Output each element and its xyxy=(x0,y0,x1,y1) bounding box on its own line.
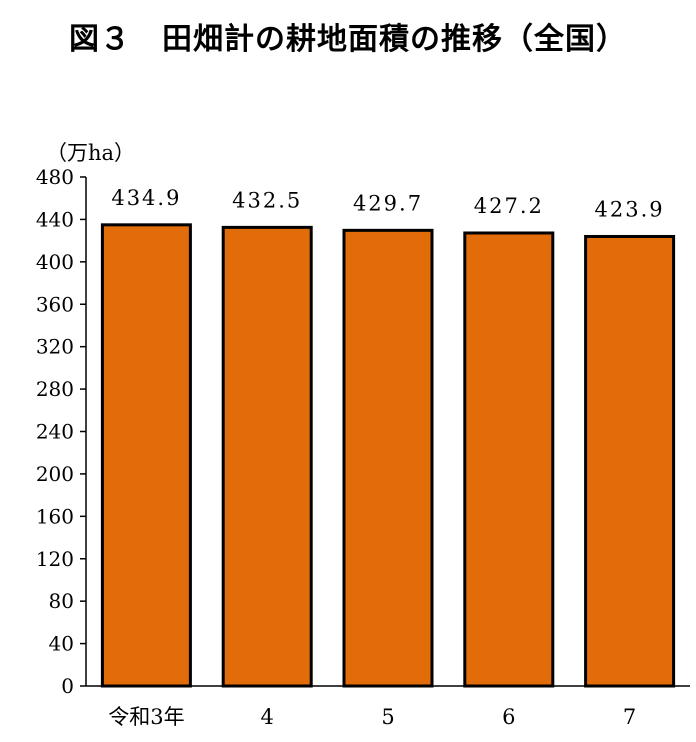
bar-value-label: 432.5 xyxy=(232,188,302,212)
chart-title: 図３ 田畑計の耕地面積の推移（全国） xyxy=(69,22,627,57)
y-tick-label: 360 xyxy=(36,292,74,316)
y-tick-label: 120 xyxy=(36,547,74,571)
bar-3 xyxy=(342,228,434,688)
y-tick-label: 200 xyxy=(36,462,74,486)
y-tick-label: 160 xyxy=(36,504,74,528)
x-category-label: 7 xyxy=(623,705,636,729)
y-tick-label: 240 xyxy=(36,420,74,444)
bar-5 xyxy=(584,234,676,688)
x-category-label: 4 xyxy=(261,705,274,729)
y-tick-label: 440 xyxy=(36,207,74,231)
bar-value-label: 434.9 xyxy=(111,186,181,210)
y-axis-unit-label: （万ha） xyxy=(46,141,136,165)
y-tick-label: 0 xyxy=(61,674,74,698)
x-category-label: 令和3年 xyxy=(108,705,184,729)
bar-1 xyxy=(100,223,192,688)
y-tick-label: 400 xyxy=(36,250,74,274)
y-tick-label: 40 xyxy=(49,632,74,656)
y-tick-label: 280 xyxy=(36,377,74,401)
y-tick-label: 80 xyxy=(49,589,74,613)
y-tick-label: 320 xyxy=(36,335,74,359)
bar-4 xyxy=(463,231,555,688)
bar-value-label: 423.9 xyxy=(595,197,665,221)
x-category-label: 6 xyxy=(502,705,515,729)
x-category-label: 5 xyxy=(381,705,394,729)
bar-value-label: 429.7 xyxy=(353,191,423,215)
bar-2 xyxy=(221,225,313,688)
bar-value-label: 427.2 xyxy=(474,194,544,218)
y-tick-label: 480 xyxy=(36,165,74,189)
